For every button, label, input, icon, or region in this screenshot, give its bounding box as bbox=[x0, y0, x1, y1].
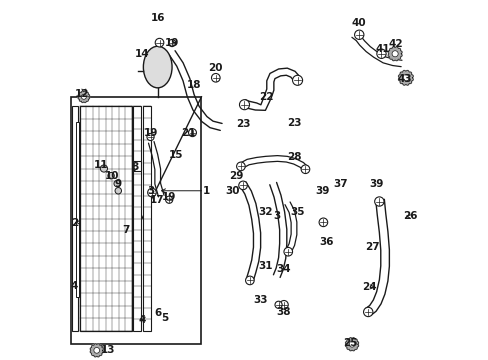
Circle shape bbox=[108, 172, 114, 179]
Text: 29: 29 bbox=[229, 171, 244, 181]
Text: 12: 12 bbox=[75, 89, 89, 99]
Text: 42: 42 bbox=[388, 40, 402, 49]
Circle shape bbox=[165, 196, 172, 203]
Bar bbox=[80, 107, 131, 330]
Text: 21: 21 bbox=[181, 128, 195, 138]
Text: 4: 4 bbox=[138, 315, 146, 325]
Circle shape bbox=[376, 49, 386, 58]
Polygon shape bbox=[398, 71, 412, 85]
Circle shape bbox=[81, 94, 86, 99]
Polygon shape bbox=[345, 338, 358, 351]
Text: 23: 23 bbox=[286, 118, 301, 128]
Text: 30: 30 bbox=[225, 186, 240, 196]
Circle shape bbox=[279, 301, 287, 309]
Text: 40: 40 bbox=[350, 18, 365, 28]
Text: 19: 19 bbox=[164, 38, 179, 48]
Text: 16: 16 bbox=[150, 13, 164, 23]
Polygon shape bbox=[78, 91, 89, 103]
Text: 10: 10 bbox=[104, 171, 119, 181]
Text: 33: 33 bbox=[253, 295, 267, 305]
Text: 19: 19 bbox=[162, 192, 176, 202]
Text: 35: 35 bbox=[290, 207, 304, 217]
Text: 14: 14 bbox=[135, 49, 149, 59]
Circle shape bbox=[319, 218, 327, 226]
Text: 3: 3 bbox=[273, 211, 280, 221]
Text: 18: 18 bbox=[187, 80, 201, 90]
Text: 31: 31 bbox=[258, 261, 272, 271]
Bar bbox=[143, 107, 151, 330]
Circle shape bbox=[402, 75, 408, 81]
Text: 15: 15 bbox=[169, 150, 183, 160]
Text: 3: 3 bbox=[147, 186, 155, 196]
Text: 13: 13 bbox=[101, 345, 115, 355]
Text: 23: 23 bbox=[236, 120, 250, 129]
Circle shape bbox=[274, 301, 282, 309]
Text: 36: 36 bbox=[318, 237, 333, 247]
Text: 9: 9 bbox=[115, 179, 122, 189]
Text: 32: 32 bbox=[258, 207, 273, 217]
Text: 27: 27 bbox=[365, 242, 379, 252]
Bar bbox=[133, 161, 141, 171]
Bar bbox=[70, 97, 201, 344]
Circle shape bbox=[363, 307, 372, 317]
Circle shape bbox=[284, 247, 292, 256]
Circle shape bbox=[391, 51, 397, 57]
Circle shape bbox=[147, 188, 156, 197]
Text: 4: 4 bbox=[70, 281, 78, 291]
Text: 24: 24 bbox=[361, 282, 376, 292]
Text: 17: 17 bbox=[149, 195, 163, 205]
Text: 26: 26 bbox=[402, 211, 417, 221]
Polygon shape bbox=[90, 344, 103, 357]
Text: 7: 7 bbox=[122, 225, 129, 235]
Text: 43: 43 bbox=[397, 74, 411, 84]
Circle shape bbox=[348, 341, 354, 347]
Text: 41: 41 bbox=[374, 44, 389, 54]
Text: 22: 22 bbox=[258, 92, 273, 102]
Text: 34: 34 bbox=[275, 264, 290, 274]
Circle shape bbox=[211, 73, 220, 82]
Text: 39: 39 bbox=[368, 179, 383, 189]
Text: 38: 38 bbox=[275, 307, 290, 317]
Circle shape bbox=[245, 276, 254, 285]
Circle shape bbox=[239, 100, 249, 110]
Circle shape bbox=[238, 181, 247, 190]
Circle shape bbox=[354, 30, 363, 40]
Circle shape bbox=[147, 134, 154, 140]
Bar bbox=[133, 107, 141, 330]
Text: 2: 2 bbox=[71, 218, 79, 228]
Ellipse shape bbox=[143, 46, 172, 88]
Text: 11: 11 bbox=[94, 160, 108, 170]
Circle shape bbox=[168, 40, 175, 46]
Circle shape bbox=[374, 197, 383, 206]
Text: 39: 39 bbox=[315, 186, 329, 196]
Circle shape bbox=[301, 165, 309, 174]
Text: 8: 8 bbox=[131, 162, 139, 172]
Polygon shape bbox=[387, 47, 401, 61]
Text: 20: 20 bbox=[208, 63, 223, 73]
Circle shape bbox=[236, 162, 244, 171]
Circle shape bbox=[94, 347, 100, 353]
Circle shape bbox=[115, 188, 121, 194]
Bar bbox=[76, 122, 79, 297]
Text: 19: 19 bbox=[143, 129, 158, 138]
Text: 5: 5 bbox=[161, 313, 168, 323]
Text: 28: 28 bbox=[286, 152, 301, 162]
Circle shape bbox=[100, 165, 107, 172]
Bar bbox=[72, 107, 78, 330]
Circle shape bbox=[188, 129, 196, 136]
Circle shape bbox=[292, 75, 302, 85]
Text: 6: 6 bbox=[154, 308, 161, 318]
Text: 1: 1 bbox=[203, 186, 210, 196]
Text: 25: 25 bbox=[343, 338, 357, 348]
Circle shape bbox=[155, 39, 163, 47]
Circle shape bbox=[114, 180, 120, 187]
Text: 37: 37 bbox=[333, 179, 347, 189]
